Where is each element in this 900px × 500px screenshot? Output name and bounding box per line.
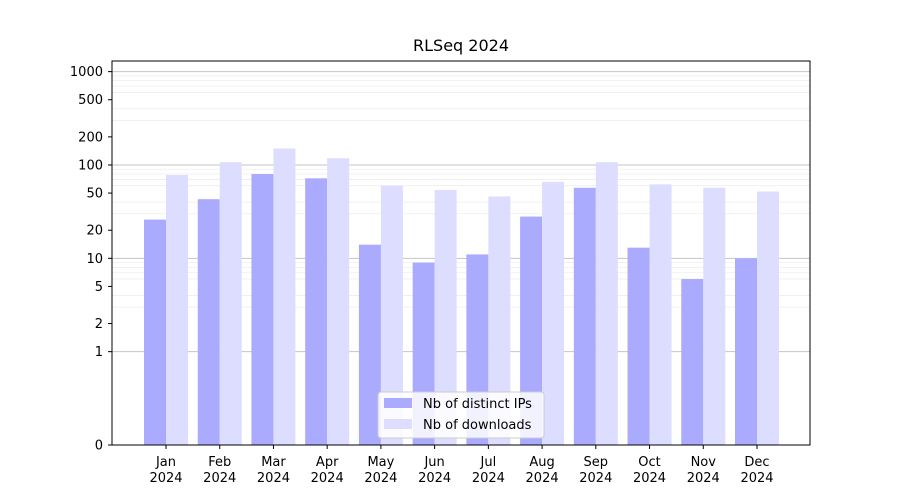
legend-label: Nb of distinct IPs [423,397,532,412]
x-tick-label-month: Mar [261,455,286,470]
y-tick-label: 1 [95,345,103,360]
y-tick-label: 500 [78,93,103,108]
bar-downloads [434,189,457,445]
x-tick-label-year: 2024 [257,471,290,486]
x-tick-label-year: 2024 [687,471,720,486]
bar-downloads [703,187,726,445]
bar-downloads [488,196,511,445]
bar-downloads [166,175,188,445]
y-tick-label: 100 [78,158,103,173]
legend-swatch [384,398,412,408]
plot-area [111,60,811,446]
x-tick-label-month: Oct [638,455,660,470]
x-tick-label-month: Sep [584,455,609,470]
y-tick-label: 20 [86,224,103,239]
legend: Nb of distinct IPs Nb of downloads [377,391,545,439]
bar-downloads [380,185,403,445]
legend-swatch [384,419,412,429]
x-tick-label-month: Nov [691,455,717,470]
y-tick-label: 10 [86,252,103,267]
bar-distinct-ips [520,216,543,445]
x-tick-label-month: Jun [423,455,444,470]
y-tick-label: 200 [78,130,103,145]
bar-downloads [219,162,242,445]
bar-distinct-ips [681,279,704,445]
bar-downloads [595,162,618,445]
x-tick-label-month: Aug [529,455,554,470]
x-tick-label-year: 2024 [364,471,397,486]
bar-downloads [649,184,672,445]
legend-box [377,391,545,439]
bar-distinct-ips [358,244,381,445]
x-tick-label-month: Apr [316,455,339,470]
chart-title: RLSeq 2024 [413,36,509,55]
y-tick-label: 50 [86,187,103,202]
bar-distinct-ips [197,199,220,445]
x-tick-label-year: 2024 [203,471,236,486]
x-tick-label-year: 2024 [311,471,344,486]
bar-downloads [327,158,350,445]
bar-downloads [542,181,565,445]
x-tick-label-year: 2024 [740,471,773,486]
legend-label: Nb of downloads [423,418,532,433]
y-tick-label: 1000 [70,65,103,80]
y-tick-label: 5 [95,280,103,295]
x-tick-label-month: Dec [744,455,769,470]
bar-distinct-ips [305,178,328,445]
x-tick-label-month: Feb [208,455,231,470]
bar-distinct-ips [735,258,757,445]
x-tick-label-year: 2024 [526,471,559,486]
bar-distinct-ips [144,219,166,445]
x-tick-label-year: 2024 [633,471,666,486]
x-tick-label-year: 2024 [472,471,505,486]
y-tick-label: 2 [95,317,103,332]
y-tick-label: 0 [95,439,103,454]
bar-downloads [757,191,779,445]
bar-distinct-ips [251,174,274,445]
bar-distinct-ips [573,187,596,445]
bar-distinct-ips [627,247,650,445]
x-tick-label-year: 2024 [418,471,451,486]
x-tick-label-month: May [367,455,394,470]
x-tick-label-month: Jul [480,455,497,470]
x-tick-label-year: 2024 [579,471,612,486]
x-tick-label-year: 2024 [149,471,182,486]
x-tick-label-month: Jan [155,455,176,470]
bar-downloads [273,148,296,445]
